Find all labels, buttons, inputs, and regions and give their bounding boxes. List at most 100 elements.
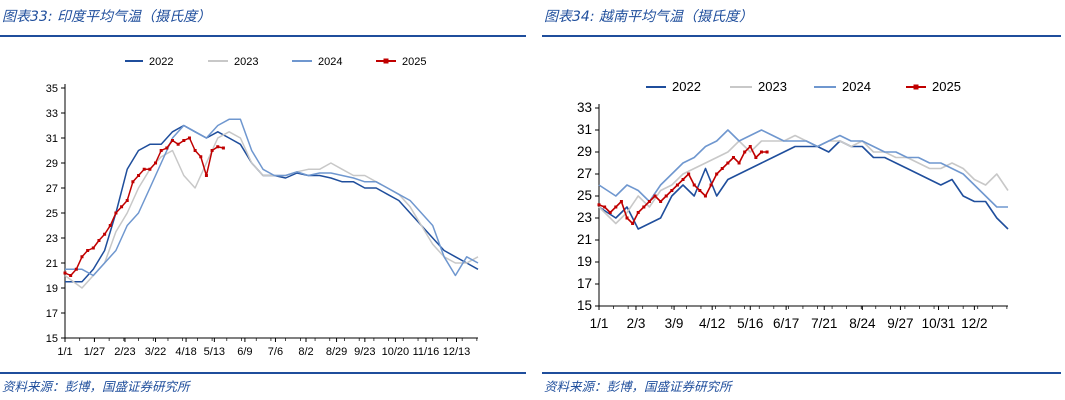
series-point-2025 <box>675 183 679 187</box>
x-tick-label: 2/23 <box>114 346 135 358</box>
series-point-2025 <box>709 183 713 187</box>
series-point-2025 <box>187 136 191 140</box>
series-point-2025 <box>653 194 657 198</box>
y-tick-label: 15 <box>46 333 58 345</box>
series-point-2025 <box>743 150 747 154</box>
figure-title: 图表33: 印度平均气温（摄氏度） <box>2 9 211 25</box>
series-point-2025 <box>681 178 685 181</box>
legend-label-2024: 2024 <box>842 79 871 94</box>
y-tick-label: 17 <box>577 276 592 291</box>
series-point-2025 <box>759 150 763 154</box>
series-point-2025 <box>74 267 78 271</box>
series-point-2025 <box>664 194 668 198</box>
series-point-2025 <box>608 211 612 214</box>
legend-label-2025: 2025 <box>932 79 961 94</box>
series-point-2025 <box>63 271 67 275</box>
legend-label-2024: 2024 <box>318 56 342 68</box>
series-point-2025 <box>636 211 640 214</box>
x-tick-label: 1/27 <box>84 346 105 358</box>
series-point-2025 <box>720 167 724 170</box>
series-point-2025 <box>199 155 203 159</box>
x-tick-label: 9/23 <box>354 346 375 358</box>
series-line-2022 <box>65 124 479 283</box>
figure-title: 图表34: 越南平均气温（摄氏度） <box>544 9 753 25</box>
series-point-2025 <box>715 172 719 176</box>
series-point-2025 <box>647 200 651 203</box>
source-note: 资料来源：彭博，国盛证券研究所 <box>2 379 190 394</box>
x-tick-label: 10/31 <box>922 316 956 331</box>
series-line-2023 <box>598 134 1009 225</box>
y-tick-label: 31 <box>46 133 58 145</box>
india-temperature-chart: 15 17 19 21 23 25 27 29 31 33 35 1/1 1/27 2/23 3/22 4/1… <box>46 56 479 358</box>
series-point-2025 <box>108 224 112 227</box>
legend-label-2023: 2023 <box>234 56 258 68</box>
source-rule <box>0 372 526 374</box>
series-point-2025 <box>737 161 741 165</box>
x-tick-label: 10/20 <box>382 346 410 358</box>
y-tick-label: 33 <box>46 108 58 120</box>
series-point-2025 <box>137 174 141 177</box>
series-line-2024 <box>65 118 479 277</box>
y-tick-label: 19 <box>46 283 58 295</box>
x-tick-label: 1/1 <box>590 316 609 331</box>
series-point-2025 <box>91 246 95 250</box>
series-point-2025 <box>142 167 146 171</box>
x-tick-label: 12/2 <box>961 316 987 331</box>
legend-label-2022: 2022 <box>149 56 173 68</box>
x-tick-label: 1/1 <box>57 346 72 358</box>
x-tick-label: 11/16 <box>413 346 440 358</box>
series-point-2025 <box>165 146 169 150</box>
y-tick-label: 27 <box>46 183 58 195</box>
x-tick-label: 3/22 <box>145 346 166 358</box>
series-point-2025 <box>625 216 629 220</box>
series-point-2025 <box>170 139 174 142</box>
series-point-2025 <box>204 174 208 177</box>
series-point-2025 <box>619 200 623 203</box>
series-point-2025 <box>176 142 180 146</box>
y-tick-label: 31 <box>577 122 592 137</box>
series-point-2025 <box>687 172 691 176</box>
series-point-2025 <box>97 239 101 242</box>
series-point-2025 <box>159 149 163 152</box>
y-tick-label: 25 <box>46 208 58 220</box>
series-point-2025 <box>754 156 758 159</box>
title-rule <box>0 35 526 37</box>
x-tick-label: 2/3 <box>627 316 646 331</box>
series-point-2025 <box>703 194 707 198</box>
series-point-2025 <box>631 222 635 225</box>
vietnam-temperature-chart: 15 17 19 21 23 25 27 29 31 33 1/1 2/3 3/9 4/12 5/16 6/1… <box>577 79 1009 331</box>
series-point-2025 <box>148 167 152 171</box>
x-tick-label: 12/13 <box>443 346 471 358</box>
series-point-2025 <box>182 139 186 142</box>
y-tick-label: 17 <box>46 308 58 320</box>
series-point-2025 <box>131 180 135 184</box>
legend-label-2023: 2023 <box>758 79 787 94</box>
series-point-2025 <box>642 205 646 209</box>
series-line-2023 <box>64 131 479 289</box>
series-point-2025 <box>216 145 220 149</box>
x-tick-label: 3/9 <box>665 316 684 331</box>
series-point-2025 <box>221 146 225 150</box>
series-line-2022 <box>598 140 1009 230</box>
x-tick-label: 7/21 <box>811 316 837 331</box>
x-tick-label: 5/16 <box>737 316 763 331</box>
x-tick-label: 7/6 <box>268 346 283 358</box>
series-point-2025 <box>193 149 197 152</box>
y-tick-label: 29 <box>46 158 58 170</box>
series-point-2025 <box>125 199 129 202</box>
y-tick-label: 33 <box>577 100 592 115</box>
x-tick-label: 8/2 <box>298 346 313 358</box>
series-point-2025 <box>103 232 107 236</box>
series-point-2025 <box>726 161 730 165</box>
series-point-2025 <box>670 189 674 192</box>
series-point-2025 <box>698 189 702 192</box>
y-tick-label: 23 <box>46 233 58 245</box>
series-point-2025 <box>731 156 735 159</box>
series-point-2025 <box>765 150 769 154</box>
series-point-2025 <box>748 145 752 148</box>
y-tick-label: 19 <box>577 254 592 269</box>
legend-label-2025: 2025 <box>402 56 426 68</box>
series-point-2025 <box>120 205 124 209</box>
x-tick-label: 6/17 <box>773 316 799 331</box>
series-point-2025 <box>69 274 73 277</box>
